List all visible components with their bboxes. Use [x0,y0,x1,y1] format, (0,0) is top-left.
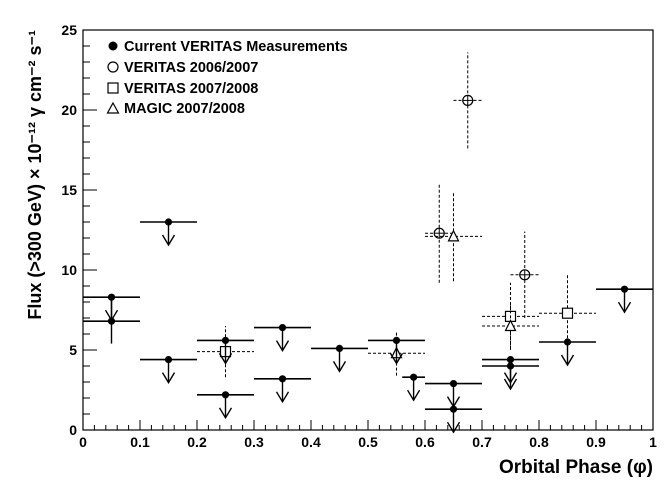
x-axis-label: Orbital Phase (φ) [499,457,653,478]
y-tick-label: 10 [61,262,77,278]
x-tick-label: 1 [649,434,657,450]
upper-limit-arrow-head [161,234,176,247]
filled-circle-marker [164,356,173,364]
legend-label-current-veritas: Current VERITAS Measurements [124,39,348,55]
upper-limit-arrow-head [389,353,404,365]
x-tick-label: 0.4 [301,434,321,450]
legend-label-veritas-2006-2007: VERITAS 2006/2007 [124,60,258,76]
data-point-filled-circle [197,391,254,420]
filled-circle-marker [221,336,230,344]
data-point-filled-circle [254,324,311,352]
upper-limit-arrow-head [218,407,233,420]
data-point-filled-circle [539,338,596,367]
data-point-filled-circle [482,362,539,391]
filled-circle-marker [221,391,230,399]
y-tick-label: 0 [69,422,77,438]
legend-label-magic-2007-2008: MAGIC 2007/2008 [124,101,245,117]
x-tick-label: 0.9 [586,434,606,450]
filled-circle-marker [107,293,116,301]
upper-limit-arrow-head [218,353,233,365]
x-tick-label: 0.5 [358,434,378,450]
filled-circle-marker [563,338,572,346]
data-point-filled-circle [197,336,254,365]
filled-circle-marker [449,380,458,388]
filled-circle-marker [278,324,287,332]
filled-circle-marker [506,356,515,364]
open-triangle-marker [504,319,517,332]
filled-circle-marker [410,373,418,381]
legend-marker-filled-circle [108,41,118,51]
legend-marker-open-square [107,82,119,94]
data-point-filled-circle [140,356,197,384]
upper-limit-arrow-head [503,378,518,391]
filled-circle-marker [449,405,458,413]
data-point-filled-circle [311,344,368,373]
axis-ticks [82,29,654,431]
data-point-open-triangle [482,303,539,349]
upper-limit-arrow-head [560,354,575,367]
data-point-open-circle [453,52,482,149]
data-point-filled-circle [368,336,425,365]
upper-limit-arrow-head [406,389,421,402]
filled-circle-marker [335,344,344,352]
y-tick-label: 15 [61,182,77,198]
open-square-marker [561,307,574,319]
x-tick-label: 0.8 [529,434,549,450]
upper-limit-arrow-head [332,361,347,373]
data-point-filled-circle [425,380,482,408]
filled-circle-marker [164,218,173,226]
y-tick-label: 25 [61,22,77,38]
data-point-filled-circle [83,298,140,344]
data-point-filled-circle [254,375,311,404]
x-tick-label: 0.1 [130,434,150,450]
x-tick-label: 0.7 [472,434,492,450]
upper-limit-arrow-head [275,391,290,404]
y-tick-label: 20 [61,102,77,118]
data-point-filled-circle [402,373,425,402]
legend-label-veritas-2007-2008: VERITAS 2007/2008 [124,81,258,97]
upper-limit-arrow-head [161,372,176,384]
legend-marker-open-circle [107,61,119,73]
x-tick-label: 0.3 [244,434,264,450]
x-tick-label: 0.6 [415,434,435,450]
filled-circle-marker [107,317,116,325]
legend: Current VERITAS Measurements VERITAS 200… [106,39,348,117]
data-point-open-circle [425,183,454,283]
data-point-filled-circle [140,218,197,247]
upper-limit-arrow-head [275,340,290,352]
x-tick-label: 0.2 [187,434,207,450]
filled-circle-marker [278,375,287,383]
y-tick-label: 5 [69,342,77,358]
data-point-filled-circle [425,405,482,434]
legend-marker-open-triangle [106,101,120,114]
open-triangle-marker [447,229,460,242]
y-axis-label: Flux (>300 GeV) × 10⁻¹² γ cm⁻² s⁻¹ [25,30,45,320]
x-tick-labels: 0 0.1 0.2 0.3 0.4 0.5 0.6 0.7 0.8 0.9 1 [79,434,657,450]
data-point-open-triangle [425,191,482,282]
data-point-open-square [539,273,596,354]
data-points [83,52,653,434]
data-point-open-circle [510,231,539,318]
x-tick-label: 0 [79,434,87,450]
y-tick-labels: 0 5 10 15 20 25 [61,22,77,438]
filled-circle-marker [506,362,515,370]
filled-circle-marker [392,336,401,344]
data-point-filled-circle [596,285,653,314]
upper-limit-arrow-head [617,301,632,314]
filled-circle-marker [620,285,629,293]
upper-limit-arrow-head [446,421,461,434]
